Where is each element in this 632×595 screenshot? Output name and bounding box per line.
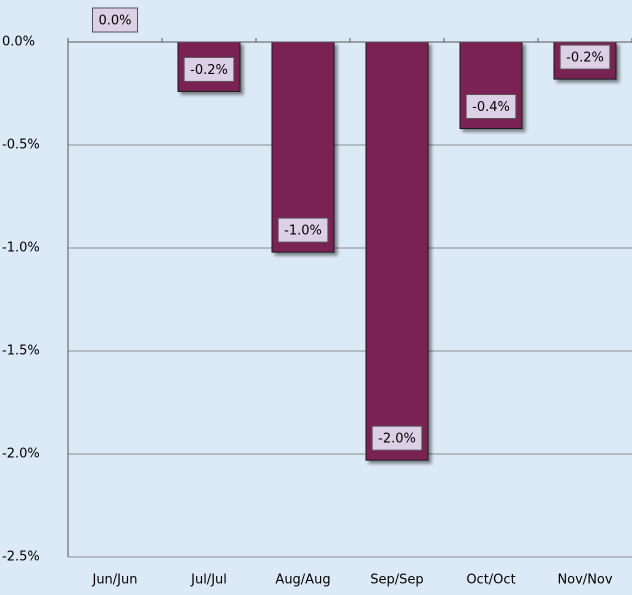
x-tick-label: Jul/Jul [190,573,227,588]
bar [365,41,429,461]
x-tick-label: Oct/Oct [466,573,515,588]
data-label-box [277,217,329,243]
data-label: -2.0% [378,432,416,447]
y-tick-label: 0.0% [2,35,35,50]
x-tick-label: Aug/Aug [275,573,330,588]
data-label-box [559,44,611,70]
data-label-box [465,94,517,120]
y-tick-label: -1.5% [2,344,40,359]
data-label-box [183,56,235,82]
data-label: -1.0% [284,224,322,239]
data-label: -0.2% [566,51,604,66]
data-label-box [91,7,139,33]
x-tick-label: Jun/Jun [91,573,137,588]
x-tick-label: Sep/Sep [370,573,423,588]
x-tick-label: Nov/Nov [557,573,612,588]
y-tick-label: -2.0% [2,447,40,462]
data-label-box [371,425,423,451]
y-tick-label: -1.0% [2,241,40,256]
y-tick-label: -2.5% [2,550,40,565]
y-tick-label: -0.5% [2,138,40,153]
bar [271,41,335,253]
data-label: -0.2% [190,63,228,78]
data-label: 0.0% [98,14,131,29]
data-label: -0.4% [472,100,510,115]
